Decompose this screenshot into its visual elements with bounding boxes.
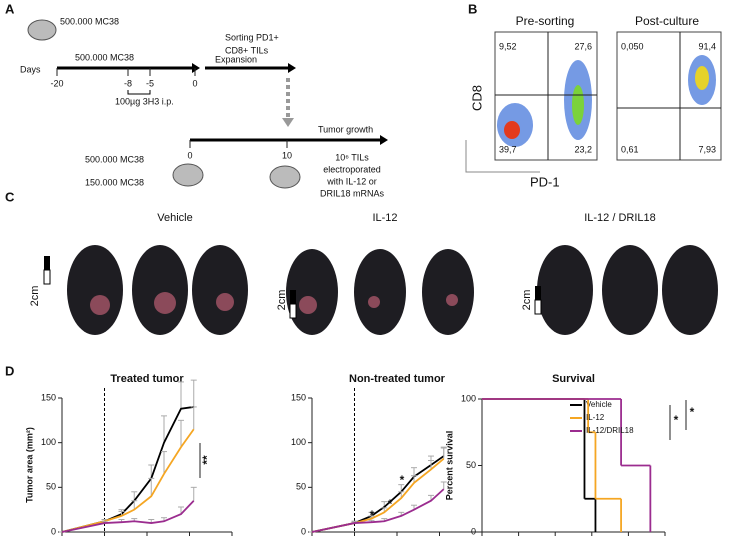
quadrant-value: 91,4 (698, 41, 716, 51)
annotation: ** (200, 455, 214, 465)
tick-label: -8 (124, 78, 132, 88)
quadrant-value: 23,2 (574, 144, 592, 154)
panel-label: A (5, 1, 15, 16)
density (572, 85, 584, 125)
chart-title: Treated tumor (110, 373, 184, 385)
scale-bar (43, 269, 51, 285)
timeline: 500.000 MC38 500.000 MC38 Sorting PD1+ C… (20, 16, 388, 198)
annotation: * (370, 508, 375, 522)
label: 100µg 3H3 i.p. (115, 96, 174, 106)
tick-label: 0 (187, 150, 192, 160)
label: Tumor growth (318, 124, 373, 134)
label: 500.000 MC38 (75, 52, 134, 62)
y-tick-label: 100 (461, 393, 476, 403)
scale-bar (44, 256, 50, 270)
quadrant-value: 9,52 (499, 41, 517, 51)
label: Expansion (215, 54, 257, 64)
axis-line (465, 140, 540, 173)
arrowhead (192, 63, 200, 73)
tick-label: -5 (146, 78, 154, 88)
y-tick-label: 0 (471, 526, 476, 536)
panel-label: D (5, 363, 14, 378)
y-tick-label: 0 (51, 526, 56, 536)
label: 500.000 MC38 (60, 16, 119, 26)
y-tick-label: 100 (41, 437, 56, 447)
legend-label: IL-12/DRIL18 (586, 426, 634, 435)
annotation: * (388, 497, 393, 511)
mice (67, 245, 718, 335)
axis-label: CD8 (469, 85, 484, 111)
annotation: * (690, 405, 695, 419)
legend-label: IL-12 (586, 413, 605, 422)
quadrant-value: 7,93 (698, 144, 716, 154)
group-label: Vehicle (157, 212, 192, 224)
flow-plots: Pre-sorting Post-culture 9,52 27,6 39,7 … (465, 14, 722, 189)
label: electroporated (323, 164, 381, 174)
scale-bar (535, 286, 541, 300)
annotation: * (400, 473, 405, 487)
plot-frame (616, 31, 722, 161)
quadrant-value: 0,050 (621, 41, 644, 51)
y-tick-label: 50 (296, 482, 306, 492)
plot-title: Post-culture (635, 14, 699, 28)
tick-label: 0 (192, 78, 197, 88)
panel-label: C (5, 189, 15, 204)
series-line (61, 428, 195, 533)
mouse-icon (27, 19, 57, 41)
scale-label: 2cm (29, 286, 41, 307)
panel-label: B (468, 1, 477, 16)
label: Sorting PD1+ (225, 32, 279, 42)
scale-label: 2cm (276, 290, 288, 311)
y-tick-label: 50 (46, 482, 56, 492)
bracket (127, 90, 151, 95)
group-label: IL-12 / DRIL18 (584, 212, 656, 224)
tick-label: -20 (50, 78, 63, 88)
density (504, 121, 520, 139)
scale-bar (289, 303, 297, 319)
plot-frame (494, 31, 598, 161)
chart-title: Survival (552, 373, 595, 385)
annotation: * (674, 413, 679, 427)
label: DRIL18 mRNAs (320, 188, 385, 198)
y-tick-label: 50 (466, 460, 476, 470)
y-axis-label: Tumor area (mm²) (24, 427, 34, 503)
y-tick-label: 100 (291, 437, 306, 447)
scale-bar (290, 290, 296, 304)
quadrant-value: 0,61 (621, 144, 639, 154)
label: 10⁶ TILs (335, 152, 369, 162)
axis-label: PD-1 (530, 174, 560, 189)
quadrant-value: 39,7 (499, 144, 517, 154)
density (695, 66, 709, 90)
scale-label: 2cm (521, 290, 533, 311)
quadrant-value: 27,6 (574, 41, 592, 51)
label: 150.000 MC38 (85, 177, 144, 187)
series-line (61, 500, 195, 533)
plot-title: Pre-sorting (516, 14, 575, 28)
y-tick-label: 150 (291, 392, 306, 402)
mouse-icon (269, 165, 301, 189)
y-tick-label: 0 (301, 526, 306, 536)
legend-label: Vehicle (586, 400, 612, 409)
arrowhead (380, 135, 388, 145)
y-axis-label: Percent survival (444, 431, 454, 501)
y-tick-label: 150 (41, 392, 56, 402)
label: Days (20, 64, 41, 74)
chart-title: Non-treated tumor (349, 373, 446, 385)
group-label: IL-12 (372, 212, 397, 224)
series-line (311, 488, 445, 533)
label: CD8+ TILs (225, 45, 269, 55)
mice-photos: Vehicle IL-12 IL-12 / DRIL18 2cm 2cm 2cm (29, 212, 718, 335)
series-line (311, 455, 445, 533)
label: 500.000 MC38 (85, 154, 144, 164)
arrowhead (288, 63, 296, 73)
tumors (90, 292, 458, 315)
scale-bar (534, 299, 542, 315)
arrowhead (282, 118, 294, 127)
tick-label: 10 (282, 150, 292, 160)
label: with IL-12 or (326, 176, 377, 186)
mouse-icon (172, 163, 204, 187)
